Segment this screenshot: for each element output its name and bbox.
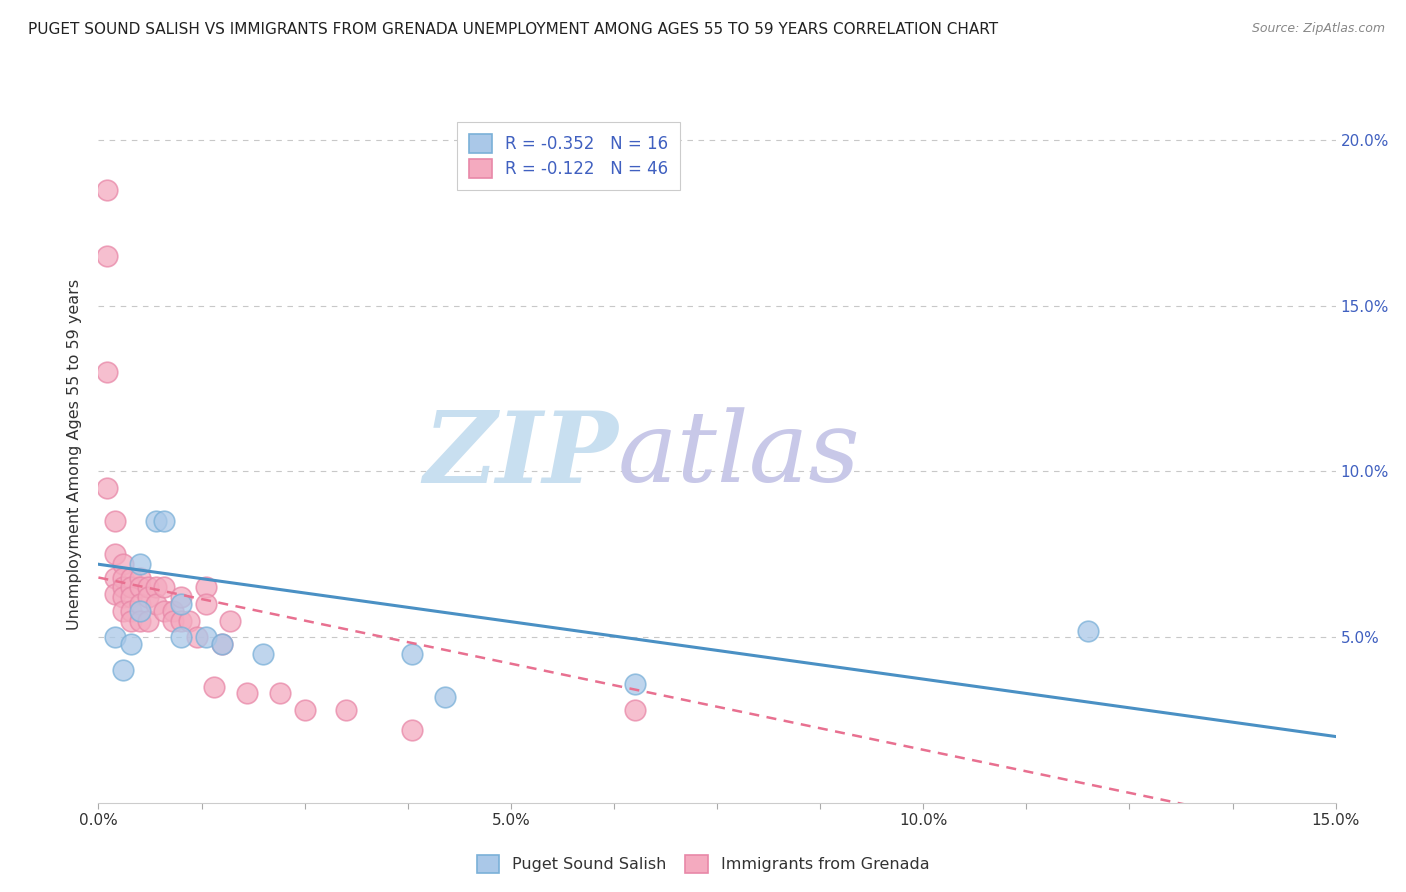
Point	[294, 703, 316, 717]
Point	[401, 647, 423, 661]
Point	[211, 637, 233, 651]
Point	[145, 514, 167, 528]
Point	[128, 614, 150, 628]
Text: ZIP: ZIP	[423, 407, 619, 503]
Point	[153, 604, 176, 618]
Legend: Puget Sound Salish, Immigrants from Grenada: Puget Sound Salish, Immigrants from Gren…	[471, 848, 935, 880]
Point	[219, 614, 242, 628]
Point	[96, 481, 118, 495]
Point	[170, 591, 193, 605]
Point	[112, 570, 135, 584]
Text: PUGET SOUND SALISH VS IMMIGRANTS FROM GRENADA UNEMPLOYMENT AMONG AGES 55 TO 59 Y: PUGET SOUND SALISH VS IMMIGRANTS FROM GR…	[28, 22, 998, 37]
Point	[104, 547, 127, 561]
Point	[179, 614, 201, 628]
Point	[128, 604, 150, 618]
Point	[170, 597, 193, 611]
Text: atlas: atlas	[619, 408, 860, 502]
Point	[96, 365, 118, 379]
Point	[211, 637, 233, 651]
Point	[136, 591, 159, 605]
Point	[112, 558, 135, 572]
Point	[96, 183, 118, 197]
Point	[128, 570, 150, 584]
Point	[112, 581, 135, 595]
Point	[145, 581, 167, 595]
Legend: R = -0.352   N = 16, R = -0.122   N = 46: R = -0.352 N = 16, R = -0.122 N = 46	[457, 122, 681, 190]
Point	[120, 604, 142, 618]
Point	[136, 581, 159, 595]
Point	[236, 686, 259, 700]
Point	[194, 597, 217, 611]
Point	[170, 614, 193, 628]
Point	[401, 723, 423, 737]
Point	[194, 630, 217, 644]
Point	[104, 587, 127, 601]
Point	[269, 686, 291, 700]
Point	[145, 597, 167, 611]
Point	[335, 703, 357, 717]
Point	[96, 249, 118, 263]
Point	[120, 591, 142, 605]
Text: Source: ZipAtlas.com: Source: ZipAtlas.com	[1251, 22, 1385, 36]
Point	[104, 570, 127, 584]
Point	[202, 680, 225, 694]
Point	[112, 663, 135, 677]
Point	[623, 703, 645, 717]
Point	[1077, 624, 1099, 638]
Point	[170, 630, 193, 644]
Point	[186, 630, 208, 644]
Point	[120, 570, 142, 584]
Point	[120, 637, 142, 651]
Point	[136, 614, 159, 628]
Point	[433, 690, 456, 704]
Point	[153, 514, 176, 528]
Point	[112, 604, 135, 618]
Point	[162, 604, 184, 618]
Point	[104, 514, 127, 528]
Point	[194, 581, 217, 595]
Point	[153, 581, 176, 595]
Point	[112, 591, 135, 605]
Point	[120, 614, 142, 628]
Point	[623, 676, 645, 690]
Y-axis label: Unemployment Among Ages 55 to 59 years: Unemployment Among Ages 55 to 59 years	[67, 279, 83, 631]
Point	[128, 597, 150, 611]
Point	[162, 614, 184, 628]
Point	[252, 647, 274, 661]
Point	[128, 581, 150, 595]
Point	[128, 558, 150, 572]
Point	[120, 581, 142, 595]
Point	[104, 630, 127, 644]
